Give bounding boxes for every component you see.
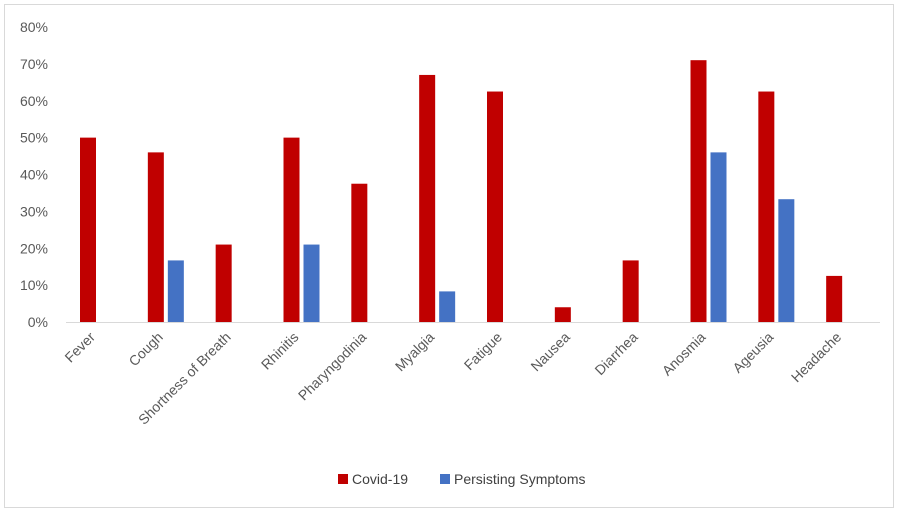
x-tick-label: Ageusia — [729, 329, 776, 376]
bar-covid-19 — [419, 74, 436, 322]
y-tick-label: 30% — [20, 203, 48, 219]
legend: Covid-19 Persisting Symptoms — [338, 471, 585, 487]
bar-covid-19 — [351, 183, 368, 322]
bar-covid-19 — [147, 152, 164, 322]
y-axis: 0% 10% 20% 30% 40% 50% 60% 70% 80% — [20, 19, 880, 330]
y-tick-label: 20% — [20, 240, 48, 256]
legend-swatch — [440, 474, 450, 484]
bar-covid-19 — [690, 60, 707, 322]
bar-covid-19 — [758, 91, 775, 322]
bar-persisting-symptoms — [303, 244, 320, 322]
bar-covid-19 — [487, 91, 503, 322]
x-tick-label: Nausea — [527, 329, 573, 375]
bars — [80, 60, 843, 322]
bar-persisting-symptoms — [439, 291, 456, 322]
x-tick-label: Pharyngodinia — [295, 329, 370, 404]
x-tick-label: Fever — [61, 329, 98, 366]
y-tick-label: 80% — [20, 19, 48, 35]
bar-covid-19 — [80, 137, 96, 322]
y-tick-label: 40% — [20, 167, 48, 183]
x-tick-label: Anosmia — [659, 329, 709, 379]
y-tick-label: 50% — [20, 130, 48, 146]
x-tick-label: Fatigue — [461, 329, 505, 373]
x-tick-label: Diarrhea — [591, 329, 640, 378]
bar-covid-19 — [554, 307, 571, 322]
bar-covid-19 — [826, 275, 843, 322]
bar-covid-19 — [283, 137, 300, 322]
bar-covid-19 — [622, 260, 639, 322]
y-tick-label: 70% — [20, 56, 48, 72]
y-tick-label: 0% — [28, 314, 48, 330]
bar-covid-19 — [215, 244, 232, 322]
legend-swatch — [338, 474, 348, 484]
legend-label: Persisting Symptoms — [454, 471, 585, 487]
y-tick-label: 10% — [20, 277, 48, 293]
bar-persisting-symptoms — [710, 152, 727, 322]
x-tick-label: Headache — [788, 329, 845, 386]
bar-persisting-symptoms — [778, 199, 795, 322]
x-tick-label: Cough — [125, 329, 165, 369]
legend-label: Covid-19 — [352, 471, 408, 487]
x-tick-label: Rhinitis — [258, 329, 302, 373]
bar-persisting-symptoms — [167, 260, 184, 322]
y-tick-label: 60% — [20, 93, 48, 109]
x-tick-label: Myalgia — [392, 329, 438, 375]
